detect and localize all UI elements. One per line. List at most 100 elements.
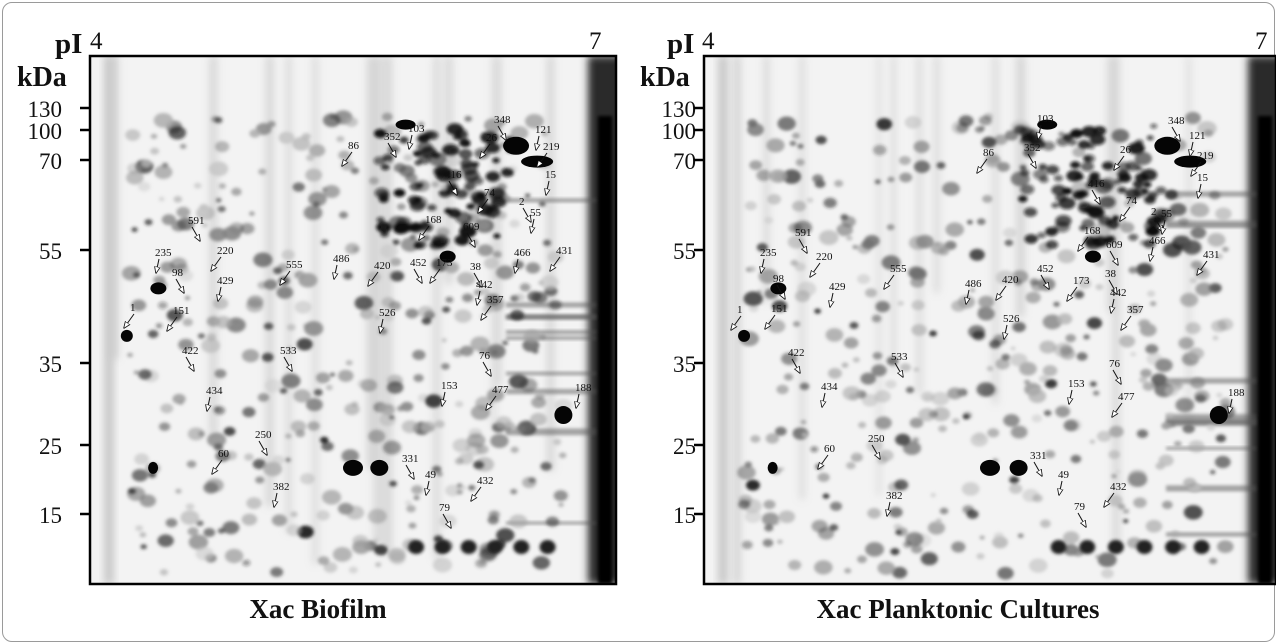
spot-arrow [1112, 369, 1121, 384]
spot-label: 348 [494, 114, 511, 126]
spot-label: 477 [1118, 391, 1135, 403]
spot-label: 526 [379, 307, 396, 319]
spot-arrow [871, 444, 880, 459]
spot-label: 15 [1197, 172, 1209, 184]
spot-arrow [1040, 274, 1049, 289]
spot-label: 26 [1120, 144, 1132, 156]
spot-label: 452 [410, 257, 427, 269]
spot-arrow [830, 292, 833, 307]
spot-label: 352 [1024, 142, 1041, 154]
spot-label: 357 [1127, 304, 1144, 316]
spot-arrow [1108, 279, 1117, 294]
spot-arrow [473, 272, 482, 287]
spot-arrow [1162, 219, 1165, 234]
mw-tick-label: 15 [39, 503, 62, 528]
spot-label: 55 [1161, 208, 1173, 220]
spot-label: 477 [492, 384, 509, 396]
spot-arrow [448, 180, 457, 195]
spot-arrow [185, 356, 194, 371]
spot-arrow [810, 262, 821, 277]
spot-label: 434 [821, 381, 838, 393]
mw-tick-label: 70 [673, 149, 696, 174]
spot-arrow [1109, 250, 1118, 265]
spot-label: 38 [1105, 268, 1117, 280]
spot-label: 416 [445, 169, 462, 181]
spot-arrow [550, 256, 561, 271]
spot-label: 15 [545, 169, 557, 181]
spot-arrow [1114, 155, 1125, 170]
spot-label: 432 [1110, 481, 1127, 493]
spot-label: 250 [868, 433, 885, 445]
spot-label: 26 [486, 132, 498, 144]
spot-label: 79 [1074, 501, 1086, 513]
spot-arrow [761, 258, 764, 273]
spot-arrow [419, 225, 430, 240]
spot-label: 219 [1197, 150, 1214, 162]
spot-label: 153 [1068, 378, 1085, 390]
spot-label: 382 [273, 481, 290, 493]
spot-label: 1 [737, 304, 743, 316]
spot-arrow [409, 134, 412, 149]
spot-arrow [430, 268, 441, 283]
mw-tick-label: 35 [39, 352, 62, 377]
spot-label: 420 [374, 260, 391, 272]
panel-planktonic: pI 4 7 kDa 130 100 70 55 35 25 15 1 591 23… [640, 0, 1276, 624]
spot-arrow [497, 125, 506, 140]
spot-arrow [1190, 141, 1193, 156]
spot-label: 2 [519, 196, 525, 208]
spot-label: 60 [824, 443, 836, 455]
spot-label: 352 [384, 131, 401, 143]
pi-max-label: 7 [1255, 28, 1268, 55]
panel-title: Xac Planktonic Cultures [816, 594, 1100, 624]
spot-label: 55 [530, 207, 542, 219]
spot-arrow [1121, 315, 1132, 330]
spot-arrow [481, 305, 492, 320]
spot-label: 74 [484, 187, 496, 199]
spot-label: 188 [575, 382, 592, 394]
spot-label: 591 [795, 227, 812, 239]
spot-arrow [1112, 402, 1123, 417]
spot-arrow [1091, 189, 1100, 204]
pi-axis-label: pI [667, 28, 695, 60]
spot-arrow [167, 316, 178, 331]
mw-tick-label: 25 [673, 434, 696, 459]
spot-arrow [1171, 126, 1180, 141]
spot-label: 422 [182, 345, 199, 357]
spot-label: 452 [1037, 263, 1054, 275]
spot-arrow [368, 271, 379, 286]
spot-label: 431 [556, 245, 573, 257]
spot-label: 121 [535, 124, 552, 136]
spot-arrow [342, 151, 353, 166]
spot-label: 173 [436, 257, 453, 269]
spot-arrow [531, 218, 534, 233]
spot-arrow [191, 226, 200, 241]
spot-label: 486 [965, 278, 982, 290]
spot-arrow [515, 258, 518, 273]
pi-min-label: 4 [702, 28, 715, 55]
spot-arrow [1150, 246, 1153, 261]
spot-label: 76 [1109, 358, 1121, 370]
spot-arrow [1198, 183, 1201, 198]
spot-arrow [480, 143, 491, 158]
spot-label: 168 [425, 214, 442, 226]
panel-title: Xac Biofilm [249, 594, 387, 624]
spot-arrow [1069, 389, 1072, 404]
spot-arrow [486, 395, 497, 410]
spot-arrow [522, 207, 531, 222]
spot-label: 486 [333, 253, 350, 265]
spot-label: 98 [172, 267, 184, 279]
spot-label: 235 [155, 247, 172, 259]
spot-arrow [283, 356, 292, 371]
spot-label: 2 [1151, 206, 1157, 218]
spot-label: 49 [425, 469, 437, 481]
mw-tick-label: 25 [39, 434, 62, 459]
spot-arrow [442, 391, 445, 406]
kda-axis-label: kDa [17, 62, 67, 93]
spot-label: 466 [514, 247, 531, 259]
mw-tick-label: 100 [27, 119, 63, 144]
spot-label: 173 [1073, 275, 1090, 287]
spot-arrow [482, 361, 491, 376]
spot-label: 103 [408, 123, 425, 135]
spot-label: 1 [130, 302, 136, 314]
